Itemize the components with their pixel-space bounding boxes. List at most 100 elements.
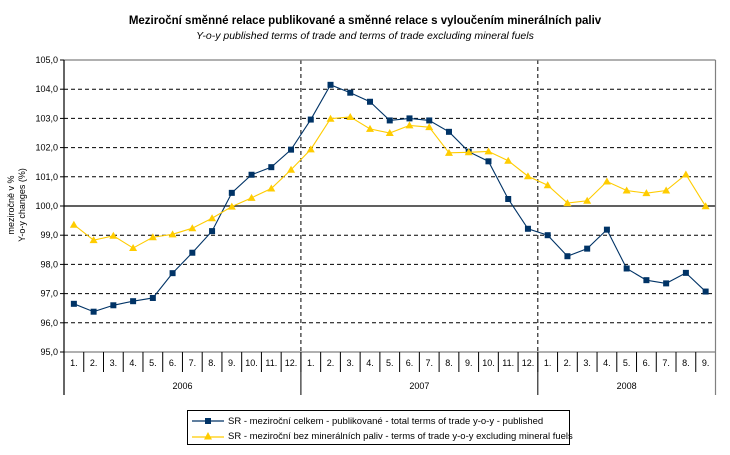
data-point-triangle (326, 114, 335, 122)
data-point-triangle (583, 196, 592, 204)
data-point-square (505, 195, 512, 202)
data-point-triangle (662, 186, 671, 194)
legend-triangle-marker-icon (192, 432, 224, 440)
y-tick-label: 103,0 (35, 113, 58, 123)
y-tick-label: 98,0 (40, 259, 58, 269)
x-tick-label: 2. (564, 358, 572, 368)
data-point-triangle (69, 220, 78, 228)
data-point-triangle (444, 148, 453, 156)
data-point-square (189, 249, 196, 256)
data-point-square (327, 81, 334, 88)
legend: SR - meziroční celkem - publikované - to… (187, 410, 573, 445)
y-axis-label-line: meziročně v % (6, 175, 16, 234)
y-tick-label: 100,0 (35, 201, 58, 211)
data-point-square (288, 146, 295, 153)
data-point-triangle (602, 177, 611, 185)
year-label: 2006 (172, 381, 192, 391)
x-tick-label: 4. (603, 358, 611, 368)
data-point-square (682, 269, 689, 276)
data-point-triangle (425, 123, 434, 131)
x-tick-label: 5. (386, 358, 394, 368)
data-point-triangle (622, 186, 631, 194)
y-axis-ticks: 95,0 96,0 97,0 98,0 99,0 100,0 101,0 102,0 103,0… (35, 55, 64, 357)
data-point-triangle (385, 129, 394, 136)
data-point-square (149, 294, 156, 301)
x-tick-label: 9. (702, 358, 710, 368)
data-point-triangle (366, 124, 375, 132)
x-tick-label: 8. (208, 358, 216, 368)
data-point-triangle (346, 112, 355, 120)
data-point-triangle (227, 202, 236, 210)
data-point-triangle (129, 244, 138, 252)
y-tick-label: 95,0 (40, 347, 58, 357)
data-point-triangle (681, 170, 690, 178)
legend-item-excluding-fuels[interactable]: SR - meziroční bez minerálních paliv - t… (192, 429, 573, 443)
data-point-square (485, 158, 492, 165)
year-label: 2008 (617, 381, 637, 391)
legend-label-excluding-fuels: SR - meziroční bez minerálních paliv - t… (228, 430, 573, 442)
x-tick-label: 8. (682, 358, 690, 368)
legend-label-published: SR - meziroční celkem - publikované - to… (228, 415, 544, 427)
x-tick-label: 1. (307, 358, 315, 368)
y-tick-label: 99,0 (40, 230, 58, 240)
x-tick-label: 11. (502, 358, 514, 368)
data-point-triangle (701, 202, 710, 210)
series-group (69, 81, 710, 315)
data-point-triangle (504, 156, 513, 164)
data-point-square (564, 253, 571, 260)
x-tick-label: 8. (445, 358, 453, 368)
legend-item-published[interactable]: SR - meziroční celkem - publikované - to… (192, 414, 543, 428)
data-point-square (130, 298, 137, 305)
y-tick-label: 97,0 (40, 289, 58, 299)
year-separators (300, 60, 539, 395)
x-tick-label: 2. (90, 358, 98, 368)
y-tick-label: 102,0 (35, 143, 58, 153)
series-line (73, 116, 707, 249)
data-point-triangle (208, 214, 217, 222)
data-point-square (702, 288, 709, 295)
data-point-square (347, 89, 354, 96)
x-tick-label: 3. (347, 358, 355, 368)
y-axis-label-line: Y-o-y changes (%) (17, 168, 27, 242)
x-tick-label: 2. (327, 358, 335, 368)
data-point-triangle (484, 147, 493, 155)
data-point-square (110, 302, 117, 309)
data-point-square (524, 225, 531, 232)
x-tick-label: 11. (265, 358, 277, 368)
data-point-triangle (523, 172, 532, 180)
data-point-square (209, 228, 216, 235)
data-point-triangle (247, 193, 256, 201)
axes (60, 59, 717, 395)
data-point-square (70, 300, 77, 307)
x-tick-label: 3. (110, 358, 118, 368)
data-point-triangle (287, 165, 296, 173)
data-point-square (584, 245, 591, 252)
x-tick-label: 7. (425, 358, 433, 368)
series-published (70, 81, 709, 315)
x-tick-label: 4. (366, 358, 374, 368)
x-axis-ticks: 1. 2. 3. 4. 5. 6. 7. 8. 9. 10. 11. 12. 1. 2. 3. 4. 5. 6. 7… (70, 352, 709, 391)
data-point-triangle (543, 181, 552, 189)
data-point-square (386, 117, 393, 124)
x-tick-label: 9. (465, 358, 473, 368)
x-tick-label: 1. (70, 358, 78, 368)
data-point-triangle (148, 233, 157, 241)
data-point-triangle (168, 230, 177, 238)
x-tick-label: 1. (544, 358, 552, 368)
y-tick-label: 105,0 (35, 55, 58, 65)
data-point-square (90, 308, 97, 315)
x-tick-label: 6. (643, 358, 651, 368)
data-point-triangle (563, 199, 572, 207)
y-axis-label: meziročně v % Y-o-y changes (%) (6, 168, 27, 242)
x-tick-label: 3. (583, 358, 591, 368)
data-point-triangle (188, 224, 197, 232)
data-point-square (643, 277, 650, 284)
x-tick-label: 5. (149, 358, 157, 368)
x-tick-label: 6. (406, 358, 414, 368)
data-point-triangle (464, 148, 473, 156)
y-tick-label: 96,0 (40, 318, 58, 328)
data-point-square (307, 116, 314, 123)
data-point-triangle (306, 145, 315, 153)
data-point-square (367, 98, 374, 105)
